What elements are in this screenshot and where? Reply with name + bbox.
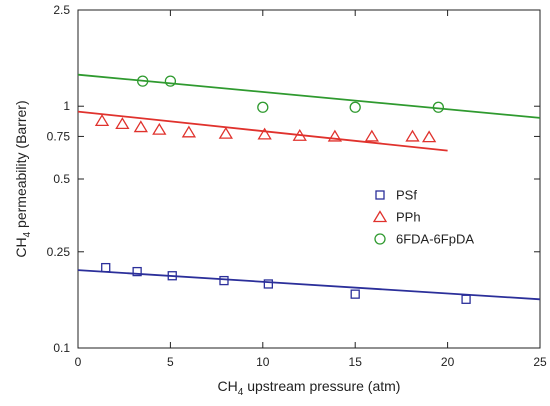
x-tick-label: 20 [441, 355, 455, 369]
point-6fda-6fpda [164, 75, 177, 87]
y-tick-label: 0.75 [47, 129, 71, 143]
y-tick-label: 0.5 [53, 172, 70, 186]
data-points [94, 75, 471, 304]
legend-marker-psf [375, 190, 385, 200]
x-tick-label: 0 [75, 355, 82, 369]
point-6fda-6fpda [349, 101, 361, 113]
point-pph [257, 127, 272, 140]
legend-label-6fda-6fpda: 6FDA-6FpDA [396, 232, 474, 247]
y-tick-label: 1 [63, 99, 70, 113]
y-axis-title: CH4 permeability (Barrer) [13, 100, 33, 257]
point-6fda-6fpda [257, 101, 269, 113]
x-tick-label: 5 [167, 355, 174, 369]
y-tick-label: 0.1 [53, 341, 70, 355]
legend-marker-6fda-6fpda [374, 233, 386, 245]
point-pph [133, 120, 148, 133]
fit-line-6fda-6fpda [77, 73, 541, 119]
point-psf [350, 289, 360, 299]
point-psf [461, 294, 471, 304]
x-axis-title: CH4 upstream pressure (atm) [218, 378, 401, 398]
point-pph [152, 122, 167, 135]
legend-marker-pph [372, 210, 388, 223]
legend-label-psf: PSf [396, 188, 417, 203]
point-psf [219, 275, 229, 286]
x-tick-label: 15 [349, 355, 363, 369]
point-6fda-6fpda [137, 75, 149, 87]
point-pph [94, 114, 110, 126]
point-pph [327, 129, 343, 142]
point-pph [421, 130, 437, 143]
y-tick-label: 0.25 [47, 245, 71, 259]
point-psf [263, 279, 273, 289]
legend-label-pph: PPh [396, 210, 421, 225]
point-pph [218, 126, 233, 139]
point-pph [292, 128, 307, 141]
point-6fda-6fpda [432, 101, 445, 113]
point-pph [405, 129, 420, 142]
x-tick-label: 25 [533, 355, 547, 369]
point-pph [364, 129, 379, 142]
point-psf [132, 266, 142, 277]
point-psf [167, 271, 177, 281]
x-tick-label: 10 [256, 355, 270, 369]
y-tick-label: 2.5 [53, 3, 70, 17]
point-psf [101, 262, 111, 273]
fit-line-psf [77, 269, 541, 301]
point-pph [115, 117, 130, 130]
fit-lines [77, 73, 541, 301]
point-pph [181, 125, 197, 138]
legend: PSf PPh 6FDA-6FpDA [372, 188, 474, 247]
axis-ticks: 0 5 10 15 20 25 0.1 0.25 0.5 0.75 1 2.5 [47, 3, 547, 369]
